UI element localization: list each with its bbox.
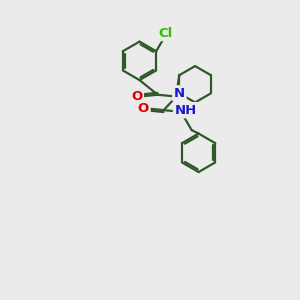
Text: O: O (138, 102, 149, 115)
Text: N: N (174, 87, 185, 100)
Text: Cl: Cl (159, 26, 173, 40)
Text: NH: NH (175, 103, 197, 117)
Text: O: O (131, 90, 142, 103)
